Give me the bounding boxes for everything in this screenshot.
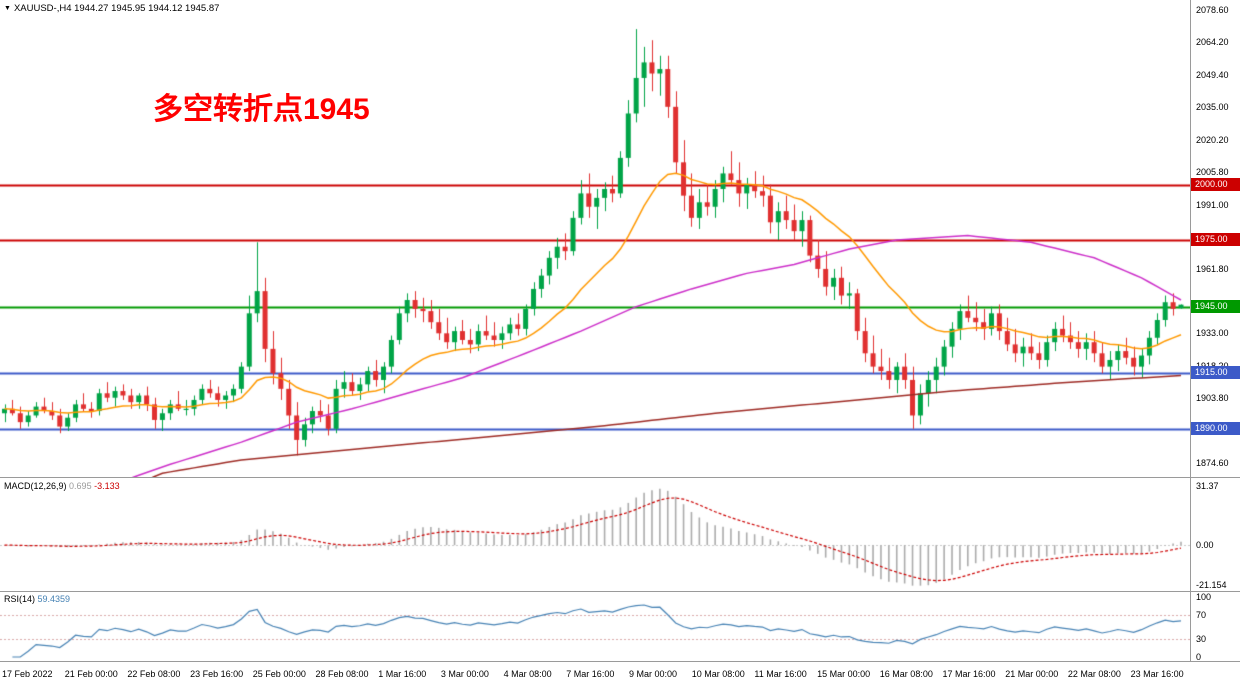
time-axis-label: 1 Mar 16:00 [378, 669, 427, 679]
rsi-indicator-panel[interactable] [0, 592, 1190, 661]
rsi-axis-label: 0 [1196, 652, 1202, 662]
price-axis-label: 2005.80 [1196, 166, 1229, 177]
time-axis-label: 28 Feb 08:00 [315, 669, 369, 679]
price-level-tag[interactable]: 1890.00 [1191, 421, 1240, 435]
time-axis-label: 23 Mar 16:00 [1130, 669, 1184, 679]
time-axis-label: 9 Mar 00:00 [629, 669, 678, 679]
rsi-axis-label: 70 [1196, 610, 1207, 620]
panel-separator [0, 477, 1240, 478]
price-level-tag[interactable]: 1945.00 [1191, 299, 1240, 313]
rsi-name: RSI(14) [4, 594, 36, 604]
time-axis-label: 10 Mar 08:00 [691, 669, 745, 679]
rsi-value: 59.4359 [37, 594, 71, 604]
time-axis-label: 23 Feb 16:00 [190, 669, 244, 679]
price-axis-label: 2020.20 [1196, 134, 1229, 145]
price-axis-label: 1903.80 [1196, 393, 1229, 404]
price-axis-label: 1991.00 [1196, 199, 1229, 210]
price-axis: 2078.60 2064.20 2049.40 2035.00 2020.20 2005.… [1190, 0, 1240, 662]
time-axis-label: 3 Mar 00:00 [440, 669, 489, 679]
rsi-label: RSI(14) 59.4359 [4, 594, 70, 604]
time-axis-label: 17 Feb 2022 [2, 669, 53, 679]
macd-indicator-panel[interactable] [0, 478, 1190, 591]
price-axis-label: 1874.60 [1196, 458, 1229, 468]
rsi-axis-label: 30 [1196, 634, 1207, 644]
price-level-tag[interactable]: 1915.00 [1191, 366, 1240, 380]
time-axis-label: 21 Feb 00:00 [64, 669, 118, 679]
rsi-axis-label: 100 [1196, 592, 1212, 602]
time-axis-label: 22 Mar 08:00 [1067, 669, 1121, 679]
macd-axis-label: 31.37 [1196, 481, 1219, 491]
main-price-chart[interactable] [0, 0, 1190, 477]
price-level-tag[interactable]: 1975.00 [1191, 233, 1240, 247]
macd-signal-value: -3.133 [94, 481, 120, 491]
panel-separator [0, 591, 1240, 592]
time-axis-label: 4 Mar 08:00 [503, 669, 552, 679]
axis-separator [1190, 0, 1191, 662]
panel-separator [0, 661, 1240, 662]
symbol-info-text: XAUUSD-,H4 1944.27 1945.95 1944.12 1945.… [13, 3, 220, 14]
chart-annotation-text: 多空转折点1945 [153, 93, 370, 126]
price-axis-label: 1961.80 [1196, 264, 1229, 275]
macd-main-value: 0.695 [69, 481, 92, 491]
time-axis[interactable]: 17 Feb 2022 21 Feb 00:00 22 Feb 08:00 23 Fe… [0, 662, 1240, 688]
macd-axis-label: -21.154 [1196, 580, 1227, 590]
time-axis-label: 16 Mar 08:00 [879, 669, 933, 679]
macd-name: MACD(12,26,9) [4, 481, 67, 491]
time-axis-label: 11 Mar 16:00 [754, 669, 807, 679]
price-axis-label: 2035.00 [1196, 101, 1229, 112]
price-axis-label: 1933.00 [1196, 328, 1229, 339]
collapse-arrow-icon[interactable]: ▼ [4, 5, 11, 12]
macd-label: MACD(12,26,9) 0.695 -3.133 [4, 481, 120, 491]
time-axis-label: 25 Feb 00:00 [252, 669, 306, 679]
price-axis-label: 1918.20 [1196, 361, 1229, 371]
symbol-ohlc-readout: ▼ XAUUSD-,H4 1944.27 1945.95 1944.12 1945… [4, 3, 219, 14]
time-axis-label: 21 Mar 00:00 [1005, 669, 1059, 679]
price-level-tag[interactable]: 2000.00 [1191, 177, 1240, 191]
time-axis-label: 7 Mar 16:00 [566, 669, 615, 679]
price-axis-label: 2078.60 [1196, 5, 1229, 15]
time-axis-label: 17 Mar 16:00 [942, 669, 996, 679]
price-axis-label: 2064.20 [1196, 36, 1229, 47]
time-axis-label: 22 Feb 08:00 [127, 669, 181, 679]
price-axis-label: 2049.40 [1196, 69, 1229, 80]
macd-axis-label: 0.00 [1196, 540, 1214, 551]
time-axis-label: 15 Mar 00:00 [817, 669, 871, 679]
